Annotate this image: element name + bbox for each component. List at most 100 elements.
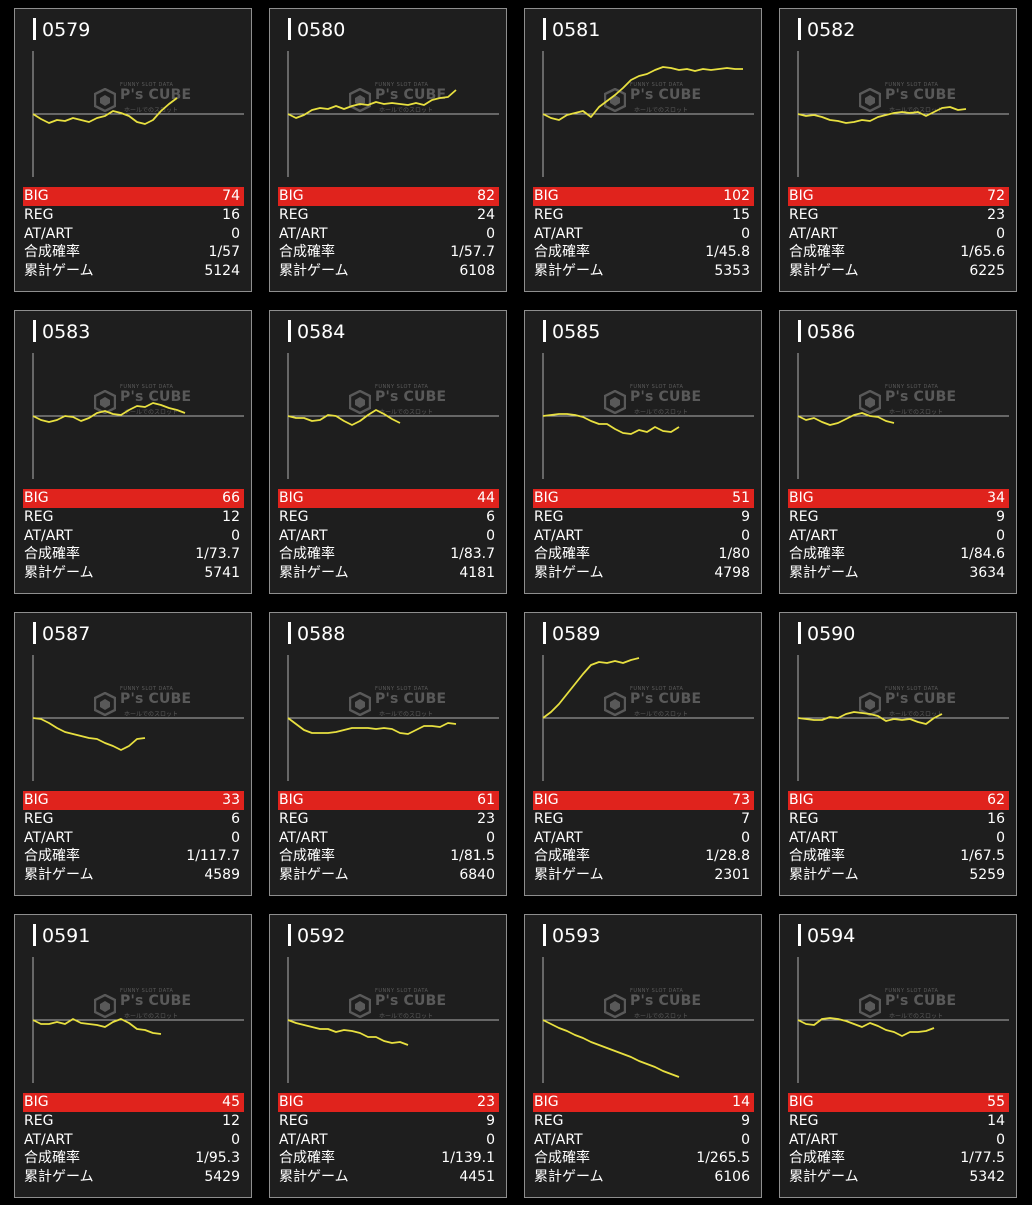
cube-icon: [349, 994, 371, 1018]
combined-prob-row-value: 1/28.8: [705, 848, 750, 864]
big-row: BIG 61: [278, 791, 499, 810]
big-row-value: 33: [222, 792, 240, 808]
big-row-value: 14: [732, 1094, 750, 1110]
at-art-row-label: AT/ART: [24, 225, 73, 242]
big-row: BIG 44: [278, 489, 499, 508]
machine-number: 0585: [552, 321, 601, 343]
number-marker: [288, 924, 291, 946]
combined-prob-row: 合成確率 1/95.3: [23, 1149, 244, 1168]
combined-prob-row-value: 1/139.1: [441, 1150, 495, 1166]
cube-icon: [94, 390, 116, 414]
stats-table: BIG 14 REG 9 AT/ART 0 合成確率 1/265.5 累計ゲーム 6106: [533, 1093, 754, 1186]
watermark-logo-text: P's CUBE: [375, 993, 447, 1009]
reg-row-value: 9: [741, 509, 750, 525]
stats-table: BIG 61 REG 23 AT/ART 0 合成確率 1/81.5 累計ゲーム 6840: [278, 791, 499, 884]
machine-card[interactable]: 0588 FUNNY SLOT DATA P's CUBE ホールでのスロット BIG 6…: [269, 612, 507, 896]
reg-row: REG 7: [533, 810, 754, 829]
cube-icon: [604, 692, 626, 716]
slump-line: [287, 717, 457, 735]
slump-line: [287, 89, 457, 119]
big-row: BIG 45: [23, 1093, 244, 1112]
machine-number: 0591: [42, 925, 91, 947]
reg-row: REG 24: [278, 206, 499, 225]
slump-line: [542, 66, 743, 121]
reg-row-value: 24: [477, 207, 495, 223]
reg-row: REG 9: [533, 508, 754, 527]
machine-card[interactable]: 0579 FUNNY SLOT DATA P's CUBE ホールでのスロット BIG 7…: [14, 8, 252, 292]
machine-card[interactable]: 0586 FUNNY SLOT DATA P's CUBE ホールでのスロット BIG 3…: [779, 310, 1017, 594]
at-art-row: AT/ART 0: [788, 829, 1009, 848]
slump-line: [797, 711, 943, 725]
at-art-row-label: AT/ART: [534, 829, 583, 846]
number-marker: [33, 622, 36, 644]
machine-card[interactable]: 0584 FUNNY SLOT DATA P's CUBE ホールでのスロット BIG 4…: [269, 310, 507, 594]
total-games-row-label: 累計ゲーム: [534, 564, 604, 581]
combined-prob-row: 合成確率 1/73.7: [23, 545, 244, 564]
big-row-label: BIG: [534, 490, 559, 506]
watermark-logo-text: P's CUBE: [375, 691, 447, 707]
machine-card[interactable]: 0582 FUNNY SLOT DATA P's CUBE ホールでのスロット BIG 7…: [779, 8, 1017, 292]
at-art-row-value: 0: [996, 829, 1005, 846]
combined-prob-row: 合成確率 1/67.5: [788, 847, 1009, 866]
reg-row: REG 12: [23, 1112, 244, 1131]
slump-graph: [287, 51, 499, 177]
reg-row-value: 16: [987, 811, 1005, 827]
watermark-logo: FUNNY SLOT DATA P's CUBE ホールでのスロット: [859, 384, 956, 418]
total-games-row-value: 2301: [714, 866, 750, 883]
combined-prob-row-label: 合成確率: [24, 546, 80, 562]
machine-card[interactable]: 0580 FUNNY SLOT DATA P's CUBE ホールでのスロット BIG 8…: [269, 8, 507, 292]
total-games-row: 累計ゲーム 5353: [533, 262, 754, 281]
watermark-logo-text: P's CUBE: [630, 691, 702, 707]
at-art-row-label: AT/ART: [279, 527, 328, 544]
total-games-row: 累計ゲーム 6106: [533, 1168, 754, 1187]
total-games-row-label: 累計ゲーム: [279, 1168, 349, 1185]
total-games-row-value: 4798: [714, 564, 750, 581]
watermark-sub-text: ホールでのスロット: [889, 409, 944, 416]
reg-row-value: 23: [477, 811, 495, 827]
at-art-row: AT/ART 0: [533, 1131, 754, 1150]
at-art-row: AT/ART 0: [23, 225, 244, 244]
machine-card[interactable]: 0587 FUNNY SLOT DATA P's CUBE ホールでのスロット BIG 3…: [14, 612, 252, 896]
combined-prob-row-value: 1/65.6: [960, 244, 1005, 260]
big-row-value: 51: [732, 490, 750, 506]
machine-card[interactable]: 0590 FUNNY SLOT DATA P's CUBE ホールでのスロット BIG 6…: [779, 612, 1017, 896]
stats-table: BIG 44 REG 6 AT/ART 0 合成確率 1/83.7 累計ゲーム 4181: [278, 489, 499, 582]
at-art-row-value: 0: [231, 1131, 240, 1148]
number-marker: [288, 320, 291, 342]
big-row: BIG 102: [533, 187, 754, 206]
big-row: BIG 66: [23, 489, 244, 508]
slump-graph: [797, 51, 1009, 177]
machine-card[interactable]: 0594 FUNNY SLOT DATA P's CUBE ホールでのスロット BIG 5…: [779, 914, 1017, 1198]
total-games-row-value: 6225: [969, 262, 1005, 279]
cube-icon: [859, 390, 881, 414]
machine-card[interactable]: 0583 FUNNY SLOT DATA P's CUBE ホールでのスロット BIG 6…: [14, 310, 252, 594]
machine-card[interactable]: 0581 FUNNY SLOT DATA P's CUBE ホールでのスロット BIG 1…: [524, 8, 762, 292]
watermark-logo: FUNNY SLOT DATA P's CUBE ホールでのスロット: [604, 686, 701, 720]
at-art-row-label: AT/ART: [279, 1131, 328, 1148]
machine-card[interactable]: 0589 FUNNY SLOT DATA P's CUBE ホールでのスロット BIG 7…: [524, 612, 762, 896]
machine-card[interactable]: 0591 FUNNY SLOT DATA P's CUBE ホールでのスロット BIG 4…: [14, 914, 252, 1198]
machine-card[interactable]: 0592 FUNNY SLOT DATA P's CUBE ホールでのスロット BIG 2…: [269, 914, 507, 1198]
machine-card[interactable]: 0585 FUNNY SLOT DATA P's CUBE ホールでのスロット BIG 5…: [524, 310, 762, 594]
slump-line: [797, 1017, 935, 1037]
watermark-logo: FUNNY SLOT DATA P's CUBE ホールでのスロット: [94, 988, 191, 1022]
watermark-logo-text: P's CUBE: [120, 691, 192, 707]
watermark-logo-text: P's CUBE: [375, 87, 447, 103]
big-row: BIG 82: [278, 187, 499, 206]
reg-row-value: 6: [231, 811, 240, 827]
watermark-sub-text: ホールでのスロット: [124, 1013, 179, 1020]
watermark-top-text: FUNNY SLOT DATA: [630, 384, 684, 390]
total-games-row: 累計ゲーム 4589: [23, 866, 244, 885]
watermark-top-text: FUNNY SLOT DATA: [120, 82, 174, 88]
at-art-row: AT/ART 0: [533, 527, 754, 546]
big-row-value: 55: [987, 1094, 1005, 1110]
watermark-top-text: FUNNY SLOT DATA: [375, 82, 429, 88]
total-games-row-label: 累計ゲーム: [534, 1168, 604, 1185]
machine-card[interactable]: 0593 FUNNY SLOT DATA P's CUBE ホールでのスロット BIG 1…: [524, 914, 762, 1198]
cube-icon: [94, 994, 116, 1018]
at-art-row: AT/ART 0: [278, 829, 499, 848]
cube-icon: [94, 88, 116, 112]
combined-prob-row-value: 1/265.5: [696, 1150, 750, 1166]
slump-line: [32, 402, 186, 423]
